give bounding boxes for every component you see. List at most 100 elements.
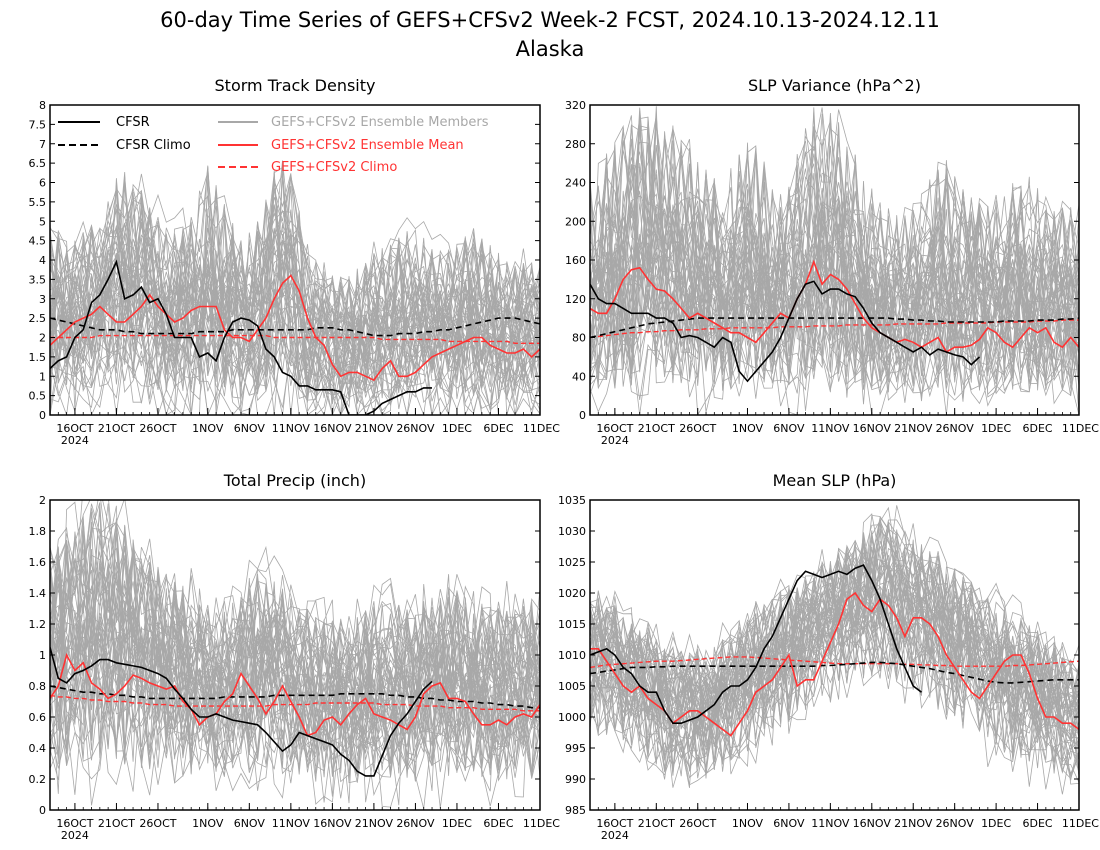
x-tick-label: 16NOV (853, 817, 892, 830)
ensemble-member-line (50, 597, 540, 773)
plot-area (50, 160, 540, 415)
ensemble-member-line (590, 186, 1079, 415)
y-tick-label: 5 (39, 215, 46, 228)
x-year-label: 2024 (61, 434, 89, 447)
x-tick-label: 11NOV (811, 817, 850, 830)
y-tick-label: 1005 (558, 680, 586, 693)
series-line-cfsr (590, 280, 981, 383)
y-tick-label: 6.5 (29, 157, 47, 170)
series-line-gefs-cfsv2-climo (50, 334, 540, 344)
series-line-gefs-cfsv2-climo (50, 694, 540, 712)
y-tick-label: 1.8 (29, 525, 47, 538)
x-tick-label: 11NOV (272, 817, 311, 830)
y-tick-label: 0.8 (29, 680, 47, 693)
ensemble-member-line (590, 112, 1079, 392)
ensemble-member-line (50, 547, 540, 809)
x-tick-label: 6NOV (234, 422, 266, 435)
y-tick-label: 995 (565, 742, 586, 755)
y-tick-label: 1030 (558, 525, 586, 538)
series-line-cfsr-climo (50, 685, 540, 709)
x-tick-label: 26OCT (139, 422, 176, 435)
legend-cfsr-climo-label: CFSR Climo (116, 138, 191, 153)
x-tick-label: 16OCT (596, 422, 633, 435)
ensemble-member-line (50, 224, 540, 390)
y-tick-label: 3 (39, 293, 46, 306)
x-tick-label: 26OCT (139, 817, 176, 830)
ensemble-member-line (50, 173, 540, 397)
ensemble-member-line (50, 535, 540, 778)
ensemble-member-line (50, 161, 540, 400)
x-tick-label: 26NOV (396, 817, 435, 830)
series-line-gefs-cfsv2-ensemble-mean (590, 259, 1079, 354)
ensemble-member-line (590, 537, 1079, 761)
x-tick-label: 11DEC (1062, 817, 1099, 830)
legend-cfsr-label: CFSR (116, 115, 150, 130)
x-tick-label: 21OCT (638, 422, 675, 435)
x-tick-label: 1DEC (981, 817, 1011, 830)
x-tick-label: 21NOV (355, 817, 394, 830)
ensemble-member-line (590, 123, 1079, 389)
series-line-cfsr-climo (590, 317, 1079, 339)
y-tick-label: 1010 (558, 649, 586, 662)
y-tick-label: 3.5 (29, 273, 47, 286)
ensemble-member-line (590, 547, 1079, 752)
x-tick-label: 6NOV (234, 817, 266, 830)
y-tick-label: 7 (39, 138, 46, 151)
y-tick-label: 2.5 (29, 312, 47, 325)
panel-slp-variance: SLP Variance (hPa^2) 0 40 80 120 160 200 240 280… (565, 76, 1099, 447)
panel-title: Total Precip (inch) (223, 471, 366, 490)
x-tick-label: 1NOV (732, 422, 764, 435)
x-tick-label: 21OCT (98, 422, 135, 435)
ensemble-member-line (590, 559, 1079, 757)
x-tick-label: 1NOV (192, 817, 224, 830)
y-tick-label: 320 (565, 99, 586, 112)
series-line-gefs-cfsv2-ensemble-mean (50, 652, 540, 737)
x-tick-label: 6DEC (483, 422, 513, 435)
ensemble-member-line (590, 168, 1079, 391)
y-tick-label: 5.5 (29, 196, 47, 209)
y-tick-label: 0.2 (29, 773, 47, 786)
series-line-gefs-cfsv2-climo (590, 319, 1079, 339)
series-line-gefs-cfsv2-climo (590, 656, 1079, 669)
panel-mean-slp: Mean SLP (hPa) 985 990 995 1000 1005 1010 1015 1… (558, 471, 1099, 842)
y-tick-label: 7.5 (29, 118, 47, 131)
series-line-cfsr (50, 259, 432, 415)
y-tick-label: 990 (565, 773, 586, 786)
figure-subtitle: Alaska (516, 37, 585, 61)
y-tick-label: 40 (572, 370, 586, 383)
x-tick-label: 21NOV (894, 817, 933, 830)
ensemble-member-line (50, 581, 540, 774)
plot-area (50, 500, 540, 809)
y-tick-label: 2 (39, 332, 46, 345)
legend-members-label: GEFS+CFSv2 Ensemble Members (271, 115, 489, 130)
series-line-cfsr-climo (50, 317, 540, 337)
x-tick-label: 1DEC (442, 817, 472, 830)
legend: CFSR CFSR Climo GEFS+CFSv2 Ensemble Memb… (58, 115, 489, 175)
y-tick-label: 0 (39, 409, 46, 422)
x-tick-label: 26NOV (936, 817, 975, 830)
y-tick-label: 80 (572, 332, 586, 345)
x-tick-label: 16NOV (313, 817, 352, 830)
legend-climo-label: GEFS+CFSv2 Climo (271, 160, 397, 175)
panel-title: SLP Variance (hPa^2) (748, 76, 921, 95)
plot-area (590, 505, 1079, 795)
ensemble-member-line (590, 139, 1079, 405)
x-tick-label: 6NOV (773, 422, 805, 435)
ensemble-member-line (590, 120, 1079, 383)
ensemble-member-line (50, 247, 540, 409)
ensemble-member-line (50, 196, 540, 400)
x-tick-label: 11DEC (1062, 422, 1099, 435)
y-tick-label: 6 (39, 177, 46, 190)
ensemble-member-line (590, 519, 1079, 779)
ensemble-member-line (590, 543, 1079, 735)
x-tick-label: 11NOV (272, 422, 311, 435)
x-tick-label: 1NOV (192, 422, 224, 435)
ensemble-member-line (50, 225, 540, 399)
ensemble-member-line (50, 174, 540, 400)
y-tick-label: 1015 (558, 618, 586, 631)
series-line-cfsr-climo (590, 661, 1079, 684)
y-tick-label: 120 (565, 293, 586, 306)
x-tick-label: 26OCT (679, 817, 716, 830)
y-tick-label: 2 (39, 494, 46, 507)
